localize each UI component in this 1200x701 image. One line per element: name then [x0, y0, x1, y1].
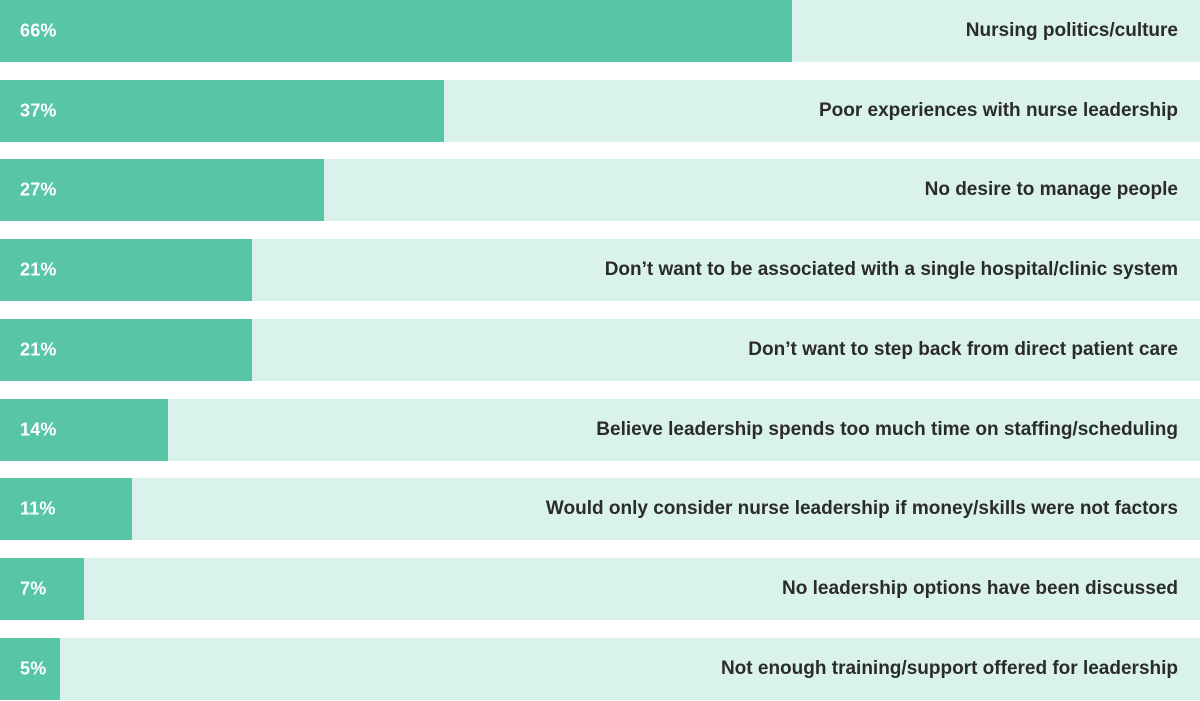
bar-value-label: 14% [20, 419, 57, 439]
bar [0, 318, 252, 381]
bar [0, 637, 60, 700]
category-label: Nursing politics/culture [965, 20, 1178, 41]
bar [0, 159, 324, 222]
category-label: Don’t want to be associated with a singl… [604, 259, 1178, 281]
bar-row: 37% Poor experiences with nurse leadersh… [0, 79, 1200, 142]
bar [0, 478, 132, 541]
bar [0, 557, 84, 620]
bar [0, 239, 252, 302]
bar-value-label: 7% [20, 578, 47, 599]
category-label: Not enough training/support offered for … [720, 657, 1178, 679]
bar-value-label: 5% [20, 658, 47, 679]
bar [0, 398, 168, 461]
category-label: Believe leadership spends too much time … [596, 418, 1178, 440]
bar-value-label: 27% [20, 179, 57, 200]
bar-value-label: 11% [20, 498, 56, 519]
bar-row: 21% Don’t want to step back from direct … [0, 318, 1200, 381]
bar-row: 66% Nursing politics/culture [0, 0, 1200, 62]
category-label: Would only consider nurse leadership if … [545, 498, 1178, 520]
bar-value-label: 66% [20, 20, 57, 41]
bar-row: 27% No desire to manage people [0, 159, 1200, 222]
category-label: Don’t want to step back from direct pati… [748, 338, 1178, 360]
bar-value-label: 21% [20, 339, 57, 360]
bar-row: 14% Believe leadership spends too much t… [0, 398, 1200, 461]
bar [0, 0, 792, 62]
bar-value-label: 21% [20, 259, 57, 280]
bar-row: 21% Don’t want to be associated with a s… [0, 239, 1200, 302]
bar-row: 5% Not enough training/support offered f… [0, 637, 1200, 700]
category-label: No desire to manage people [924, 179, 1178, 201]
category-label: Poor experiences with nurse leadership [818, 99, 1178, 121]
bar-row: 11% Would only consider nurse leadership… [0, 478, 1200, 541]
bar-row: 7% No leadership options have been discu… [0, 557, 1200, 620]
bar [0, 79, 444, 142]
category-label: No leadership options have been discusse… [782, 577, 1178, 599]
bar-value-label: 37% [20, 100, 57, 121]
